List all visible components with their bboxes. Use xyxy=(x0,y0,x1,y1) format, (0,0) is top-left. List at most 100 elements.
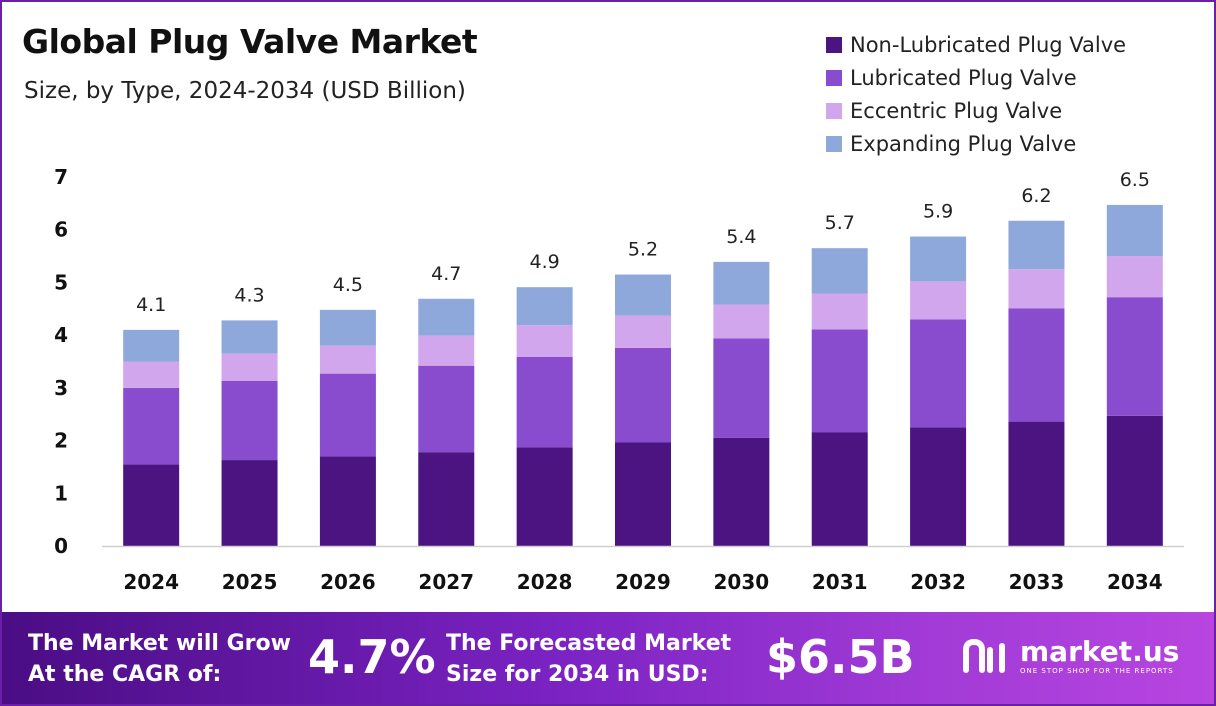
forecast-text: The Forecasted Market Size for 2034 in U… xyxy=(446,628,731,690)
cagr-text: The Market will Grow At the CAGR of: xyxy=(28,628,291,690)
total-data-label: 5.9 xyxy=(923,201,953,223)
bar-segment xyxy=(516,447,573,546)
bar-segment xyxy=(1106,297,1163,416)
y-tick-label: 0 xyxy=(54,534,68,558)
bar-segment xyxy=(1008,421,1065,546)
bar-segment xyxy=(516,325,573,357)
bar-chart: 0 1 2 3 4 5 6 7 2024 2025 2026 2027 2028 2029 2030 203… xyxy=(54,165,1184,594)
x-tick-label: 2032 xyxy=(910,570,966,594)
forecast-text-line2: Size for 2034 in USD: xyxy=(446,662,709,687)
total-data-label: 4.9 xyxy=(530,251,560,273)
bar-segment xyxy=(910,319,967,428)
x-tick-label: 2026 xyxy=(320,570,376,594)
y-tick-label: 5 xyxy=(54,270,68,294)
bar-segment xyxy=(910,236,967,282)
legend-item: Non-Lubricated Plug Valve xyxy=(826,28,1126,61)
total-data-label: 4.5 xyxy=(333,274,363,296)
bar-segment xyxy=(221,353,278,382)
y-tick-label: 3 xyxy=(54,376,68,400)
bar-segment xyxy=(319,456,376,546)
chart-subtitle: Size, by Type, 2024-2034 (USD Billion) xyxy=(24,78,466,104)
legend-swatch xyxy=(826,36,842,53)
cagr-value: 4.7% xyxy=(308,630,436,684)
y-tick-label: 6 xyxy=(54,218,68,242)
bar-segment xyxy=(1008,220,1065,270)
legend-swatch xyxy=(826,102,842,119)
legend-label: Expanding Plug Valve xyxy=(850,131,1077,156)
x-tick-label: 2033 xyxy=(1009,570,1065,594)
bar-segment xyxy=(910,427,967,546)
bar-segment xyxy=(516,287,573,326)
bar-segment xyxy=(221,460,278,546)
bar-segment xyxy=(123,387,180,465)
bar-segment xyxy=(319,373,376,457)
chart-title: Global Plug Valve Market xyxy=(22,22,478,61)
bar-segment xyxy=(615,347,671,443)
x-tick-label: 2029 xyxy=(615,570,671,594)
total-labels: 4.1 4.3 4.5 4.7 4.9 5.2 5.4 5.7 5.9 6.2 6.5 xyxy=(136,169,1150,316)
y-axis: 0 1 2 3 4 5 6 7 xyxy=(54,165,68,558)
total-data-label: 5.4 xyxy=(726,226,756,248)
bar-segment xyxy=(1106,256,1163,298)
bar-segment xyxy=(615,315,671,348)
legend-swatch xyxy=(826,69,842,86)
bar-area xyxy=(123,204,1163,546)
x-axis: 2024 2025 2026 2027 2028 2029 2030 2031 2032 2033… xyxy=(123,570,1162,594)
forecast-text-line1: The Forecasted Market xyxy=(446,631,732,656)
legend-label: Eccentric Plug Valve xyxy=(850,98,1063,123)
footer-banner: The Market will Grow At the CAGR of: 4.7… xyxy=(2,612,1214,704)
legend-item: Lubricated Plug Valve xyxy=(826,61,1126,94)
brand-text: market.us ONE STOP SHOP FOR THE REPORTS xyxy=(1020,635,1180,676)
total-data-label: 4.1 xyxy=(136,294,166,316)
brand-logo[interactable]: market.us ONE STOP SHOP FOR THE REPORTS xyxy=(962,636,1179,676)
total-data-label: 5.2 xyxy=(628,239,658,261)
x-tick-label: 2034 xyxy=(1107,570,1163,594)
bar-segment xyxy=(1008,308,1065,422)
bar-segment xyxy=(615,442,671,546)
forecast-value: $6.5B xyxy=(766,630,915,684)
brand-name: market.us xyxy=(1020,635,1180,668)
y-tick-label: 1 xyxy=(54,481,68,505)
bar-segment xyxy=(1106,204,1163,257)
market-us-logo-icon xyxy=(963,638,1005,673)
x-tick-label: 2024 xyxy=(123,570,179,594)
bar-segment xyxy=(221,381,278,461)
x-tick-label: 2025 xyxy=(222,570,278,594)
y-tick-label: 7 xyxy=(54,165,68,189)
legend-label: Non-Lubricated Plug Valve xyxy=(850,32,1127,57)
bar-segment xyxy=(123,329,180,362)
bar-segment xyxy=(418,452,475,546)
bar-segment xyxy=(811,329,868,433)
bar-segment xyxy=(910,281,967,320)
total-data-label: 6.2 xyxy=(1021,185,1051,207)
bar-segment xyxy=(713,338,770,438)
bar-segment xyxy=(418,335,475,366)
legend: Non-Lubricated Plug Valve Lubricated Plu… xyxy=(826,28,1126,160)
x-tick-label: 2030 xyxy=(714,570,770,594)
x-tick-label: 2031 xyxy=(812,570,868,594)
total-data-label: 4.3 xyxy=(234,284,264,306)
bar-segment xyxy=(713,261,770,305)
bar-segment xyxy=(811,432,868,546)
bar-segment xyxy=(123,361,180,388)
bar-segment xyxy=(1106,415,1163,546)
total-data-label: 4.7 xyxy=(431,263,461,285)
bar-segment xyxy=(418,298,475,336)
bar-segment xyxy=(319,345,376,374)
bar-segment xyxy=(713,437,770,546)
brand-tagline: ONE STOP SHOP FOR THE REPORTS xyxy=(1020,667,1174,675)
cagr-text-line2: At the CAGR of: xyxy=(28,662,222,687)
legend-swatch xyxy=(826,135,842,152)
bar-segment xyxy=(319,309,376,346)
total-data-label: 5.7 xyxy=(825,212,855,234)
bar-segment xyxy=(418,365,475,453)
bar-segment xyxy=(221,320,278,354)
bar-segment xyxy=(516,356,573,448)
bar-segment xyxy=(123,464,180,546)
total-data-label: 6.5 xyxy=(1120,169,1150,191)
legend-label: Lubricated Plug Valve xyxy=(850,65,1077,90)
bar-segment xyxy=(713,304,770,339)
x-tick-label: 2028 xyxy=(517,570,573,594)
legend-item: Eccentric Plug Valve xyxy=(826,94,1126,127)
